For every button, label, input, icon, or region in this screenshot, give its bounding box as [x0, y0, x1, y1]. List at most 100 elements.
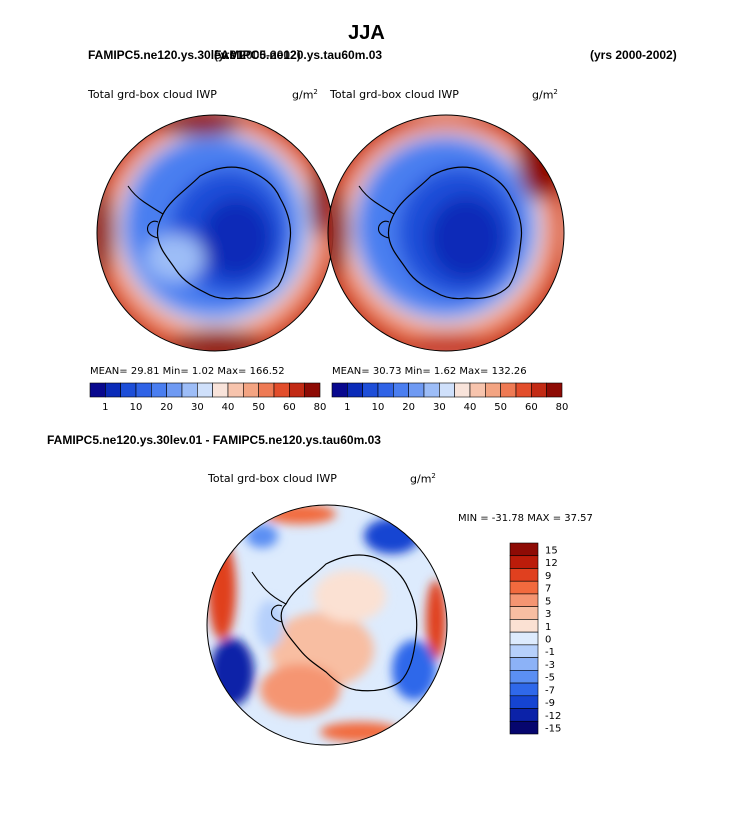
colorbar1-tick-2: 20: [160, 402, 173, 413]
panel2-stats: MEAN= 30.73 Min= 1.62 Max= 132.26: [332, 366, 527, 377]
panel3-title: Total grd-box cloud IWP: [208, 472, 337, 485]
colorbar3-tick-10: -5: [545, 673, 555, 684]
colorbar1-tick-0: 1: [102, 402, 108, 413]
case-header-overlap: FAMIPC5.ne120.ys.tau60m.03: [214, 48, 383, 62]
map3-blob-red-bottom: [320, 722, 400, 742]
map-panel-1: [97, 115, 333, 351]
colorbar1-swatch-6: [181, 382, 198, 398]
map1-peninsula: [127, 185, 164, 239]
map2-hot-bottom: [410, 334, 490, 351]
map3-border: [206, 504, 448, 746]
map3-blob-red-top: [264, 505, 336, 524]
colorbar3-tick-3: 7: [545, 584, 551, 595]
colorbar1-swatch-3: [135, 382, 152, 398]
map1-hot-bottom: [170, 330, 266, 351]
colorbar3-tick-14: -15: [545, 724, 561, 735]
colorbar1-tick-3: 30: [191, 402, 204, 413]
colorbar3-tick-2: 9: [545, 571, 551, 582]
colorbar2-tick-7: 80: [556, 402, 569, 413]
colorbar3-tick-5: 3: [545, 609, 551, 620]
map-panel-2: [328, 115, 564, 351]
colorbar2-tick-3: 30: [433, 402, 446, 413]
colorbar1-swatch-8: [212, 382, 229, 398]
colorbar3-tick-11: -7: [545, 685, 555, 696]
colorbar2-swatch-4: [393, 382, 409, 398]
colorbar3-tick-6: 1: [545, 622, 551, 633]
colorbar3-swatch-0: [509, 542, 539, 557]
colorbar3-swatch-7: [509, 631, 539, 646]
colorbar1-swatch-9: [227, 382, 244, 398]
colorbar-2: 1 10 20 30 40 50 60 80: [331, 382, 569, 413]
map1-core-1: [200, 198, 272, 278]
map2-antarctica-coast: [387, 166, 523, 300]
colorbar2-tick-4: 40: [464, 402, 477, 413]
colorbar-3: 15 12 9 75 3 1 0-1 -3 -5-7 -9 -12 -15: [509, 542, 561, 735]
panel1-units: g/m2: [292, 88, 318, 102]
map3-blob-pale-core: [314, 570, 386, 622]
map2-border: [327, 114, 565, 352]
panel3-units: g/m2: [410, 472, 436, 486]
colorbar2-tick-5: 50: [494, 402, 507, 413]
colorbar2-swatch-2: [362, 382, 379, 398]
colorbar1-swatch-5: [166, 382, 183, 398]
years-label: (yrs 2000-2002): [590, 48, 677, 62]
colorbar3-swatch-5: [509, 606, 539, 620]
panel3-stats: MIN = -31.78 MAX = 37.57: [458, 513, 593, 524]
colorbar2-swatch-1: [347, 382, 363, 398]
colorbar1-swatch-4: [151, 382, 167, 398]
colorbar1-tick-5: 50: [252, 402, 265, 413]
panel2-units: g/m2: [532, 88, 558, 102]
map1-hot-left: [97, 186, 114, 278]
colorbar1-swatch-14: [304, 382, 321, 398]
map3-peninsula: [251, 571, 287, 623]
map1-antarctica-coast: [156, 166, 292, 300]
colorbar1-swatch-0: [89, 382, 106, 398]
colorbar1-swatch-12: [273, 382, 290, 398]
colorbar2-tick-0: 1: [344, 402, 350, 413]
colorbar3-swatch-8: [509, 644, 539, 658]
colorbar3-tick-13: -12: [545, 711, 561, 722]
colorbar3-swatch-2: [509, 568, 539, 582]
diff-header: FAMIPC5.ne120.ys.30lev.01 - FAMIPC5.ne12…: [47, 433, 381, 447]
map1-hot-top: [158, 115, 242, 136]
colorbar3-swatch-3: [509, 580, 539, 595]
colorbar1-swatch-7: [197, 382, 213, 398]
map3-antarctica-coast: [280, 554, 418, 692]
colorbar3-tick-7: 0: [545, 635, 551, 646]
colorbar3-swatch-9: [509, 657, 539, 671]
map3-blob-red-right: [426, 580, 446, 660]
panel2-title: Total grd-box cloud IWP: [330, 88, 459, 101]
years-overlap: (yrs 2000-2002): [214, 48, 301, 62]
colorbar3-swatch-1: [509, 555, 539, 569]
colorbar1-swatch-11: [258, 382, 275, 398]
colorbar2-swatch-13: [531, 382, 547, 398]
colorbar3-tick-4: 5: [545, 596, 551, 607]
panel1-title: Total grd-box cloud IWP: [88, 88, 217, 101]
colorbar2-tick-2: 20: [402, 402, 415, 413]
map2-peninsula: [358, 185, 395, 239]
colorbar3-swatch-6: [509, 619, 539, 633]
map-panel-3: [207, 505, 447, 745]
colorbar3-swatch-4: [509, 593, 539, 607]
colorbar1-swatch-13: [289, 382, 305, 398]
colorbar2-swatch-11: [500, 382, 517, 398]
colorbar3-swatch-10: [509, 670, 539, 684]
colorbar2-tick-6: 60: [525, 402, 538, 413]
colorbar2-swatch-7: [439, 382, 455, 398]
colorbar2-swatch-3: [377, 382, 394, 398]
colorbar3-tick-1: 12: [545, 558, 558, 569]
colorbar1-tick-4: 40: [222, 402, 235, 413]
colorbar1-tick-7: 80: [314, 402, 327, 413]
colorbar3-swatch-13: [509, 708, 539, 722]
colorbar2-tick-1: 10: [372, 402, 385, 413]
map3-blob-blue-top: [246, 524, 278, 548]
colorbar2-swatch-10: [485, 382, 501, 398]
colorbar2-swatch-6: [423, 382, 440, 398]
colorbar2-swatch-0: [331, 382, 348, 398]
colorbar2-swatch-9: [469, 382, 486, 398]
map1-pale-sector: [145, 234, 205, 282]
colorbar3-tick-12: -9: [545, 698, 555, 709]
map3-blob-pale-peninsula: [256, 600, 284, 648]
colorbar1-swatch-2: [120, 382, 137, 398]
